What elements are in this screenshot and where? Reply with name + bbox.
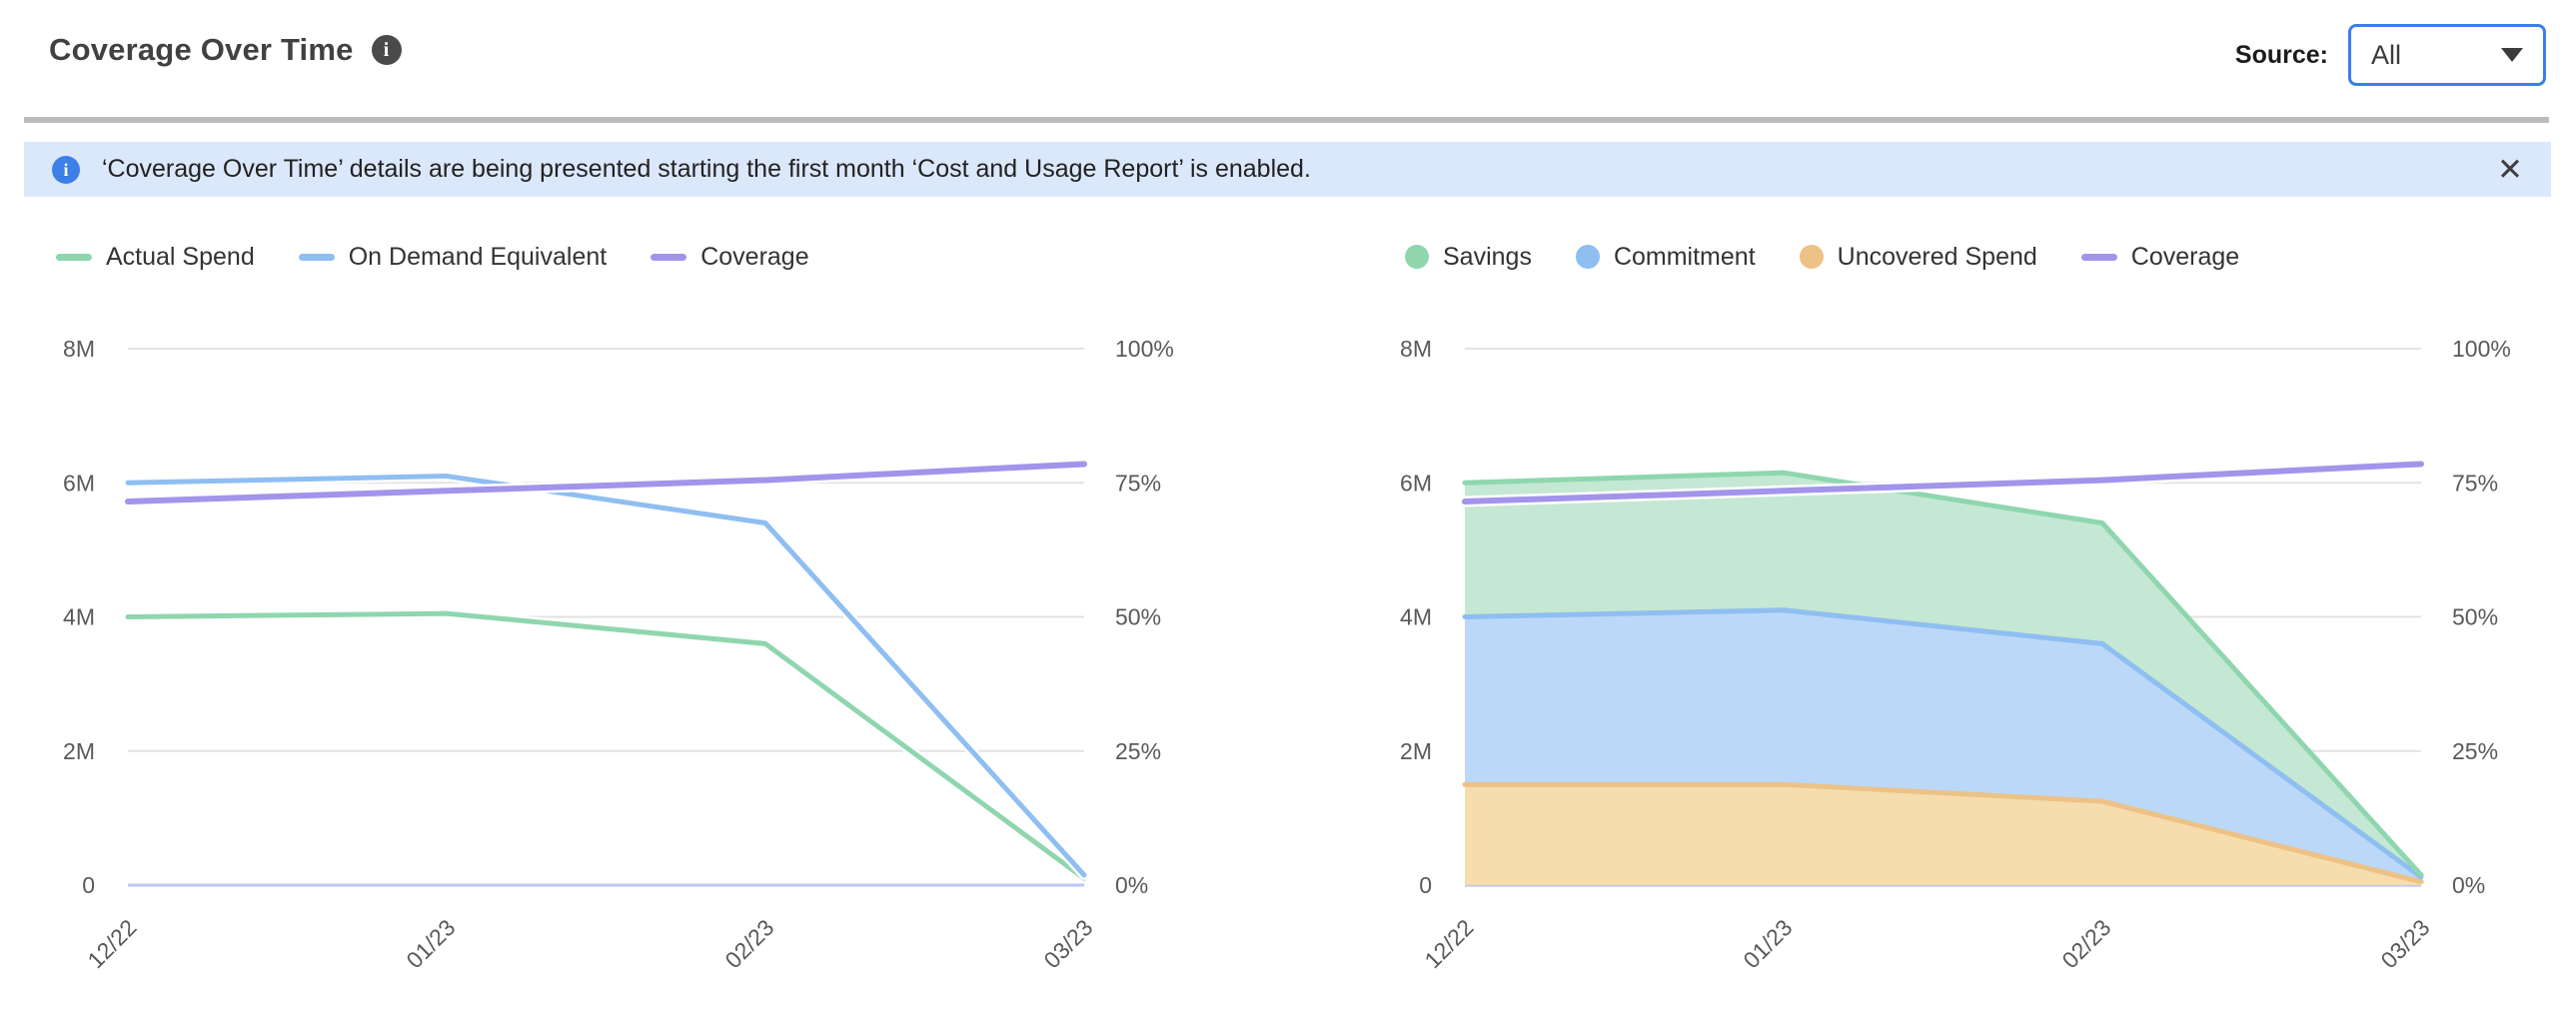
y-axis-left-label: 6M	[63, 470, 95, 496]
legend-line-marker-icon	[650, 253, 687, 261]
legend-item-coverage[interactable]: Coverage	[650, 242, 809, 272]
legend-left-chart: Actual Spend On Demand Equivalent Coverage	[56, 240, 809, 274]
y-axis-right-label: 75%	[1115, 470, 1161, 496]
y-axis-right-label: 25%	[1115, 738, 1161, 764]
x-axis-label: 03/23	[2375, 914, 2434, 973]
y-axis-left-label: 4M	[1400, 604, 1432, 630]
legend-label: Coverage	[2130, 242, 2240, 271]
y-axis-left-label: 4M	[63, 604, 95, 630]
legend-right-chart: Savings Commitment Uncovered Spend Coverage	[1405, 240, 2239, 274]
legend-item-actual-spend[interactable]: Actual Spend	[56, 243, 255, 272]
y-axis-left-label: 6M	[1400, 470, 1432, 496]
y-axis-left-label: 0	[82, 872, 95, 898]
legend-label: On Demand Equivalent	[348, 242, 608, 271]
right-chart: 8M 100% 6M 75% 4M 50% 2M 25% 0 0% 12/22 01/23 02/23 0…	[1400, 336, 2511, 973]
source-filter-group: Source: All	[2235, 24, 2546, 86]
legend-item-coverage[interactable]: Coverage	[2080, 242, 2240, 272]
legend-line-marker-icon	[2080, 253, 2117, 261]
y-axis-left-label: 2M	[63, 738, 95, 764]
y-axis-right-label: 75%	[2452, 470, 2498, 496]
x-axis-label: 02/23	[2056, 914, 2115, 973]
series-coverage	[1462, 461, 2424, 506]
x-axis-labels: 12/22 01/23 02/23 03/23	[82, 914, 1097, 973]
x-axis-label: 01/23	[401, 914, 460, 973]
legend-item-commitment[interactable]: Commitment	[1575, 242, 1756, 272]
legend-label: Actual Spend	[106, 242, 255, 271]
y-axis-right-label: 0%	[1115, 872, 1148, 898]
x-axis-labels: 12/22 01/23 02/23 03/23	[1419, 914, 2434, 973]
x-axis-label: 12/22	[1419, 914, 1478, 973]
x-axis-label: 03/23	[1038, 914, 1097, 973]
y-axis-right-label: 25%	[2452, 738, 2498, 764]
info-icon[interactable]: i	[371, 35, 402, 65]
legend-label: Savings	[1443, 242, 1532, 271]
legend-label: Uncovered Spend	[1837, 242, 2037, 271]
legend-label: Commitment	[1613, 242, 1756, 271]
legend-circle-marker-icon	[1405, 245, 1429, 269]
chevron-down-icon	[2501, 48, 2523, 62]
legend-line-marker-icon	[56, 253, 92, 261]
y-axis-left-label: 8M	[1400, 336, 1432, 362]
source-select[interactable]: All	[2348, 24, 2546, 86]
series-coverage	[125, 461, 1087, 506]
y-axis-right-label: 50%	[2452, 604, 2498, 630]
close-icon[interactable]: ✕	[2497, 152, 2523, 187]
y-axis-right-label: 50%	[1115, 604, 1161, 630]
info-banner: i ‘Coverage Over Time’ details are being…	[24, 142, 2551, 197]
banner-text: ‘Coverage Over Time’ details are being p…	[102, 155, 1311, 183]
info-icon-glyph: i	[383, 39, 390, 61]
series-actual-spend	[125, 610, 1087, 881]
area-edge-commitment	[1462, 607, 2424, 880]
area-edge-uncovered-spend	[1462, 781, 2424, 885]
legend-item-on-demand-equivalent[interactable]: On Demand Equivalent	[298, 242, 608, 272]
x-axis-label: 01/23	[1738, 914, 1797, 973]
legend-line-marker-icon	[298, 253, 335, 261]
legend-label: Coverage	[700, 242, 809, 271]
x-axis-label: 12/22	[82, 914, 141, 973]
y-axis-left-label: 8M	[63, 336, 95, 362]
panel-header-title-group: Coverage Over Time i	[49, 32, 402, 68]
y-axis-left-label: 0	[1419, 872, 1432, 898]
legend-item-savings[interactable]: Savings	[1405, 243, 1532, 272]
legend-circle-marker-icon	[1799, 245, 1824, 269]
page-title: Coverage Over Time	[49, 32, 354, 67]
info-icon-glyph: i	[63, 159, 69, 180]
source-label: Source:	[2234, 40, 2328, 69]
info-icon: i	[52, 155, 80, 184]
source-select-value: All	[2371, 39, 2402, 70]
legend-item-uncovered-spend[interactable]: Uncovered Spend	[1799, 242, 2037, 272]
header-divider	[24, 117, 2549, 123]
y-axis-left-label: 2M	[1400, 738, 1432, 764]
series-on-demand-equivalent	[125, 474, 1087, 878]
area-edge-savings	[1462, 470, 2424, 878]
left-chart: 8M 100% 6M 75% 4M 50% 2M 25% 0 0% 12/22 01/23 02/23 0…	[63, 336, 1174, 973]
x-axis-label: 02/23	[719, 914, 778, 973]
y-axis-right-label: 100%	[1115, 336, 1174, 362]
legend-circle-marker-icon	[1575, 245, 1600, 269]
y-axis-right-label: 100%	[2452, 336, 2511, 362]
y-axis-right-label: 0%	[2452, 872, 2485, 898]
area-uncovered-spend	[1465, 784, 2421, 885]
